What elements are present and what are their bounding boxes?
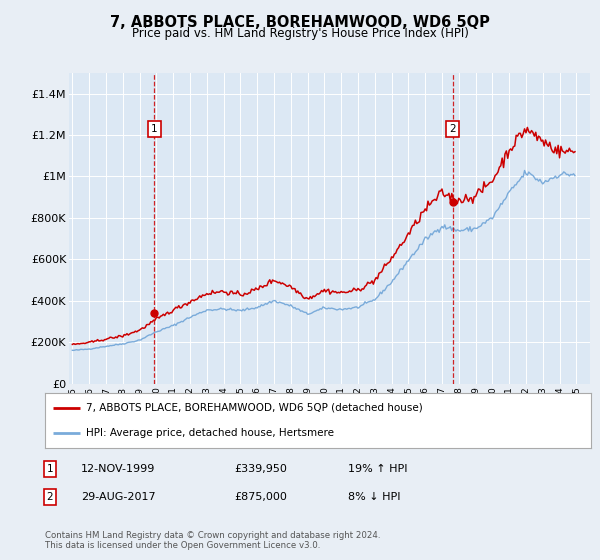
Text: 12-NOV-1999: 12-NOV-1999 <box>81 464 155 474</box>
Text: 7, ABBOTS PLACE, BOREHAMWOOD, WD6 5QP: 7, ABBOTS PLACE, BOREHAMWOOD, WD6 5QP <box>110 15 490 30</box>
Text: 8% ↓ HPI: 8% ↓ HPI <box>348 492 401 502</box>
Text: 19% ↑ HPI: 19% ↑ HPI <box>348 464 407 474</box>
Point <box>149 309 159 318</box>
Text: 1: 1 <box>151 124 157 134</box>
Text: Price paid vs. HM Land Registry's House Price Index (HPI): Price paid vs. HM Land Registry's House … <box>131 27 469 40</box>
Text: 29-AUG-2017: 29-AUG-2017 <box>81 492 155 502</box>
Text: 2: 2 <box>449 124 456 134</box>
Text: 1: 1 <box>46 464 53 474</box>
Text: 7, ABBOTS PLACE, BOREHAMWOOD, WD6 5QP (detached house): 7, ABBOTS PLACE, BOREHAMWOOD, WD6 5QP (d… <box>86 403 422 413</box>
Text: HPI: Average price, detached house, Hertsmere: HPI: Average price, detached house, Hert… <box>86 428 334 438</box>
Text: £339,950: £339,950 <box>234 464 287 474</box>
Text: 2: 2 <box>46 492 53 502</box>
Point <box>448 198 458 207</box>
Text: Contains HM Land Registry data © Crown copyright and database right 2024.
This d: Contains HM Land Registry data © Crown c… <box>45 531 380 550</box>
Text: £875,000: £875,000 <box>234 492 287 502</box>
